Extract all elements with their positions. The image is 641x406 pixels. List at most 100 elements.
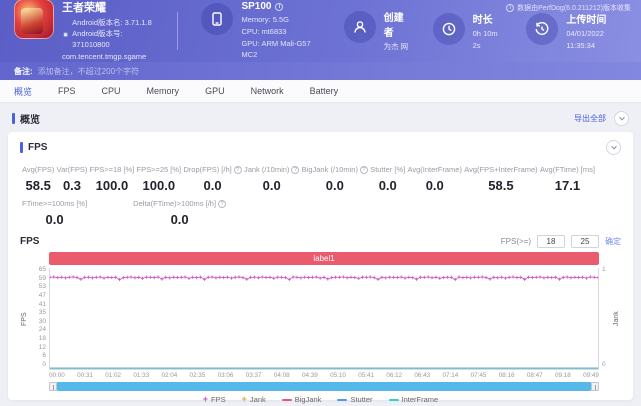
legend-item-FPS[interactable]: + FPS <box>202 394 226 405</box>
legend-marker: + <box>202 394 209 404</box>
header-divider <box>176 12 178 50</box>
stat-label: FPS>=18 [%] <box>89 165 135 174</box>
y-tick: 35 <box>38 309 46 317</box>
x-tick: 06:12 <box>386 372 403 379</box>
report-header: i 数据由PerfDog(6.0.211212)版本收集 王者荣耀 Androi… <box>0 0 641 62</box>
note-placeholder: 添加备注，不超过200个字符 <box>37 66 140 76</box>
stat-Var(FPS): Var(FPS) 0.3 <box>57 165 88 193</box>
chart-region-banner[interactable]: label1 <box>49 252 599 265</box>
device-block: SP100 i Memory: 5.5G CPU: mt6833 GPU: AR… <box>201 1 319 61</box>
stat-value: 100.0 <box>142 178 176 193</box>
stat-value: 0.0 <box>378 178 397 193</box>
fps-threshold-label: FPS(>=) <box>500 237 531 246</box>
x-tick: 08:47 <box>526 372 543 379</box>
y-tick: 47 <box>38 291 46 299</box>
stat-BigJank (/10min): BigJank (/10min)? 0.0 <box>302 165 368 193</box>
collapse-section-button[interactable] <box>614 111 629 126</box>
collapse-fps-button[interactable] <box>606 140 621 155</box>
fps-card: FPS Avg(FPS) 58.5 Var(FPS) 0.3 FPS>=18 [%] 10… <box>8 132 633 404</box>
stat-Delta(FTime)>100ms [/h]: Delta(FTime)>100ms [/h]? 0.0 <box>133 199 227 227</box>
fps-title-text: FPS <box>28 142 48 153</box>
help-icon[interactable]: ? <box>233 165 242 174</box>
stat-label: Drop(FPS) [/h] <box>183 165 232 174</box>
legend-item-InterFrame[interactable]: InterFrame <box>388 395 439 404</box>
tab-Network[interactable]: Network <box>250 86 284 96</box>
device-info-icon[interactable]: i <box>275 2 284 11</box>
duration-value: 0h 10m 2s <box>472 28 498 50</box>
chart-plot-area[interactable] <box>49 268 599 370</box>
tab-GPU[interactable]: GPU <box>205 86 225 96</box>
android-version-name: Android版本名: 3.71.1.8 <box>72 18 152 28</box>
help-icon[interactable]: ? <box>291 165 300 174</box>
range-handle-left[interactable] <box>49 382 57 391</box>
stat-FPS>=18 [%]: FPS>=18 [%] 100.0 <box>90 165 135 193</box>
fps-stats-row-1: Avg(FPS) 58.5 Var(FPS) 0.3 FPS>=18 [%] 100.0 F… <box>20 155 621 193</box>
y-tick: 12 <box>38 343 46 351</box>
x-tick: 02:04 <box>161 372 178 379</box>
x-axis-ticks: 00:00 00:31 01:02 01:33 02:04 02:35 03:06 03:37… <box>49 372 599 379</box>
stat-label: Avg(FTime) [ms] <box>539 165 595 174</box>
apply-threshold-button[interactable]: 确定 <box>605 237 621 246</box>
tab-Battery[interactable]: Battery <box>309 86 339 96</box>
upload-time-value: 04/01/2022 11:35:34 <box>566 28 604 50</box>
chart-range-scrollbar[interactable] <box>49 382 599 391</box>
y-tick: 6 <box>42 352 46 360</box>
legend-item-Jank[interactable]: + Jank <box>241 394 266 405</box>
tab-FPS[interactable]: FPS <box>58 86 76 96</box>
legend-label: InterFrame <box>401 395 439 404</box>
x-tick: 09:18 <box>554 372 571 379</box>
x-tick: 04:39 <box>301 372 318 379</box>
stat-label: Jank (/10min) <box>243 165 290 174</box>
y-axis-label-right: Jank <box>613 311 620 327</box>
y-tick: 1 <box>602 266 606 273</box>
stat-value: 0.0 <box>262 178 281 193</box>
info-icon: i <box>506 4 515 12</box>
x-tick: 07:14 <box>442 372 459 379</box>
x-tick: 09:49 <box>583 372 599 379</box>
legend-label: BigJank <box>294 395 322 404</box>
stat-value: 58.5 <box>25 178 51 193</box>
duration-label: 时长 <box>472 14 493 26</box>
range-handle-right[interactable] <box>591 382 599 391</box>
y-tick: 24 <box>38 326 46 334</box>
legend-marker: + <box>241 394 247 404</box>
help-icon[interactable]: ? <box>218 199 227 208</box>
x-tick: 04:08 <box>273 372 290 379</box>
legend-label: Jank <box>249 395 266 404</box>
y-tick: 41 <box>38 300 46 308</box>
tab-bar: 概览 FPS CPU Memory GPU Network Battery <box>0 80 641 103</box>
note-bar[interactable]: 备注: 添加备注，不超过200个字符 <box>0 62 641 80</box>
range-track[interactable] <box>57 382 591 391</box>
tab-Memory[interactable]: Memory <box>146 86 180 96</box>
stat-FPS>=25 [%]: FPS>=25 [%] 100.0 <box>136 165 181 193</box>
help-icon[interactable]: ? <box>359 165 368 174</box>
tab-CPU[interactable]: CPU <box>101 86 121 96</box>
creator-value: 为杰 网 <box>383 42 409 52</box>
upload-time-block: 上传时间 04/01/2022 11:35:34 <box>526 11 627 51</box>
stat-value: 58.5 <box>488 178 514 193</box>
y-axis-ticks-left: 65 59 53 47 41 35 30 24 18 12 6 0 <box>29 266 49 368</box>
legend-marker <box>337 398 348 401</box>
legend-item-Stutter[interactable]: Stutter <box>337 395 373 404</box>
legend-item-BigJank[interactable]: BigJank <box>281 395 322 404</box>
legend-label: FPS <box>211 395 226 404</box>
device-gpu: GPU: ARM Mali-G57 MC2 <box>241 38 311 60</box>
stat-value: 0.0 <box>203 178 222 193</box>
stat-Drop(FPS) [/h]: Drop(FPS) [/h]? 0.0 <box>183 165 242 193</box>
export-all-link[interactable]: 导出全部 <box>574 114 606 123</box>
tab-概览[interactable]: 概览 <box>14 86 33 97</box>
legend-marker <box>388 398 399 401</box>
stat-label: Avg(FPS) <box>22 165 55 174</box>
chart-title: FPS <box>20 236 40 247</box>
stat-Avg(InterFrame): Avg(InterFrame) 0.0 <box>408 165 462 193</box>
android-version-code: Android版本号: 371010800 <box>72 29 123 49</box>
duration-block: 时长 0h 10m 2s <box>432 11 503 51</box>
fps-threshold-low-input[interactable] <box>537 235 565 248</box>
stat-Avg(FPS): Avg(FPS) 58.5 <box>22 165 54 193</box>
device-phone-icon <box>201 3 234 36</box>
clock-icon <box>432 12 465 45</box>
fps-threshold-high-input[interactable] <box>571 235 599 248</box>
section-title-text: 概览 <box>20 115 40 126</box>
